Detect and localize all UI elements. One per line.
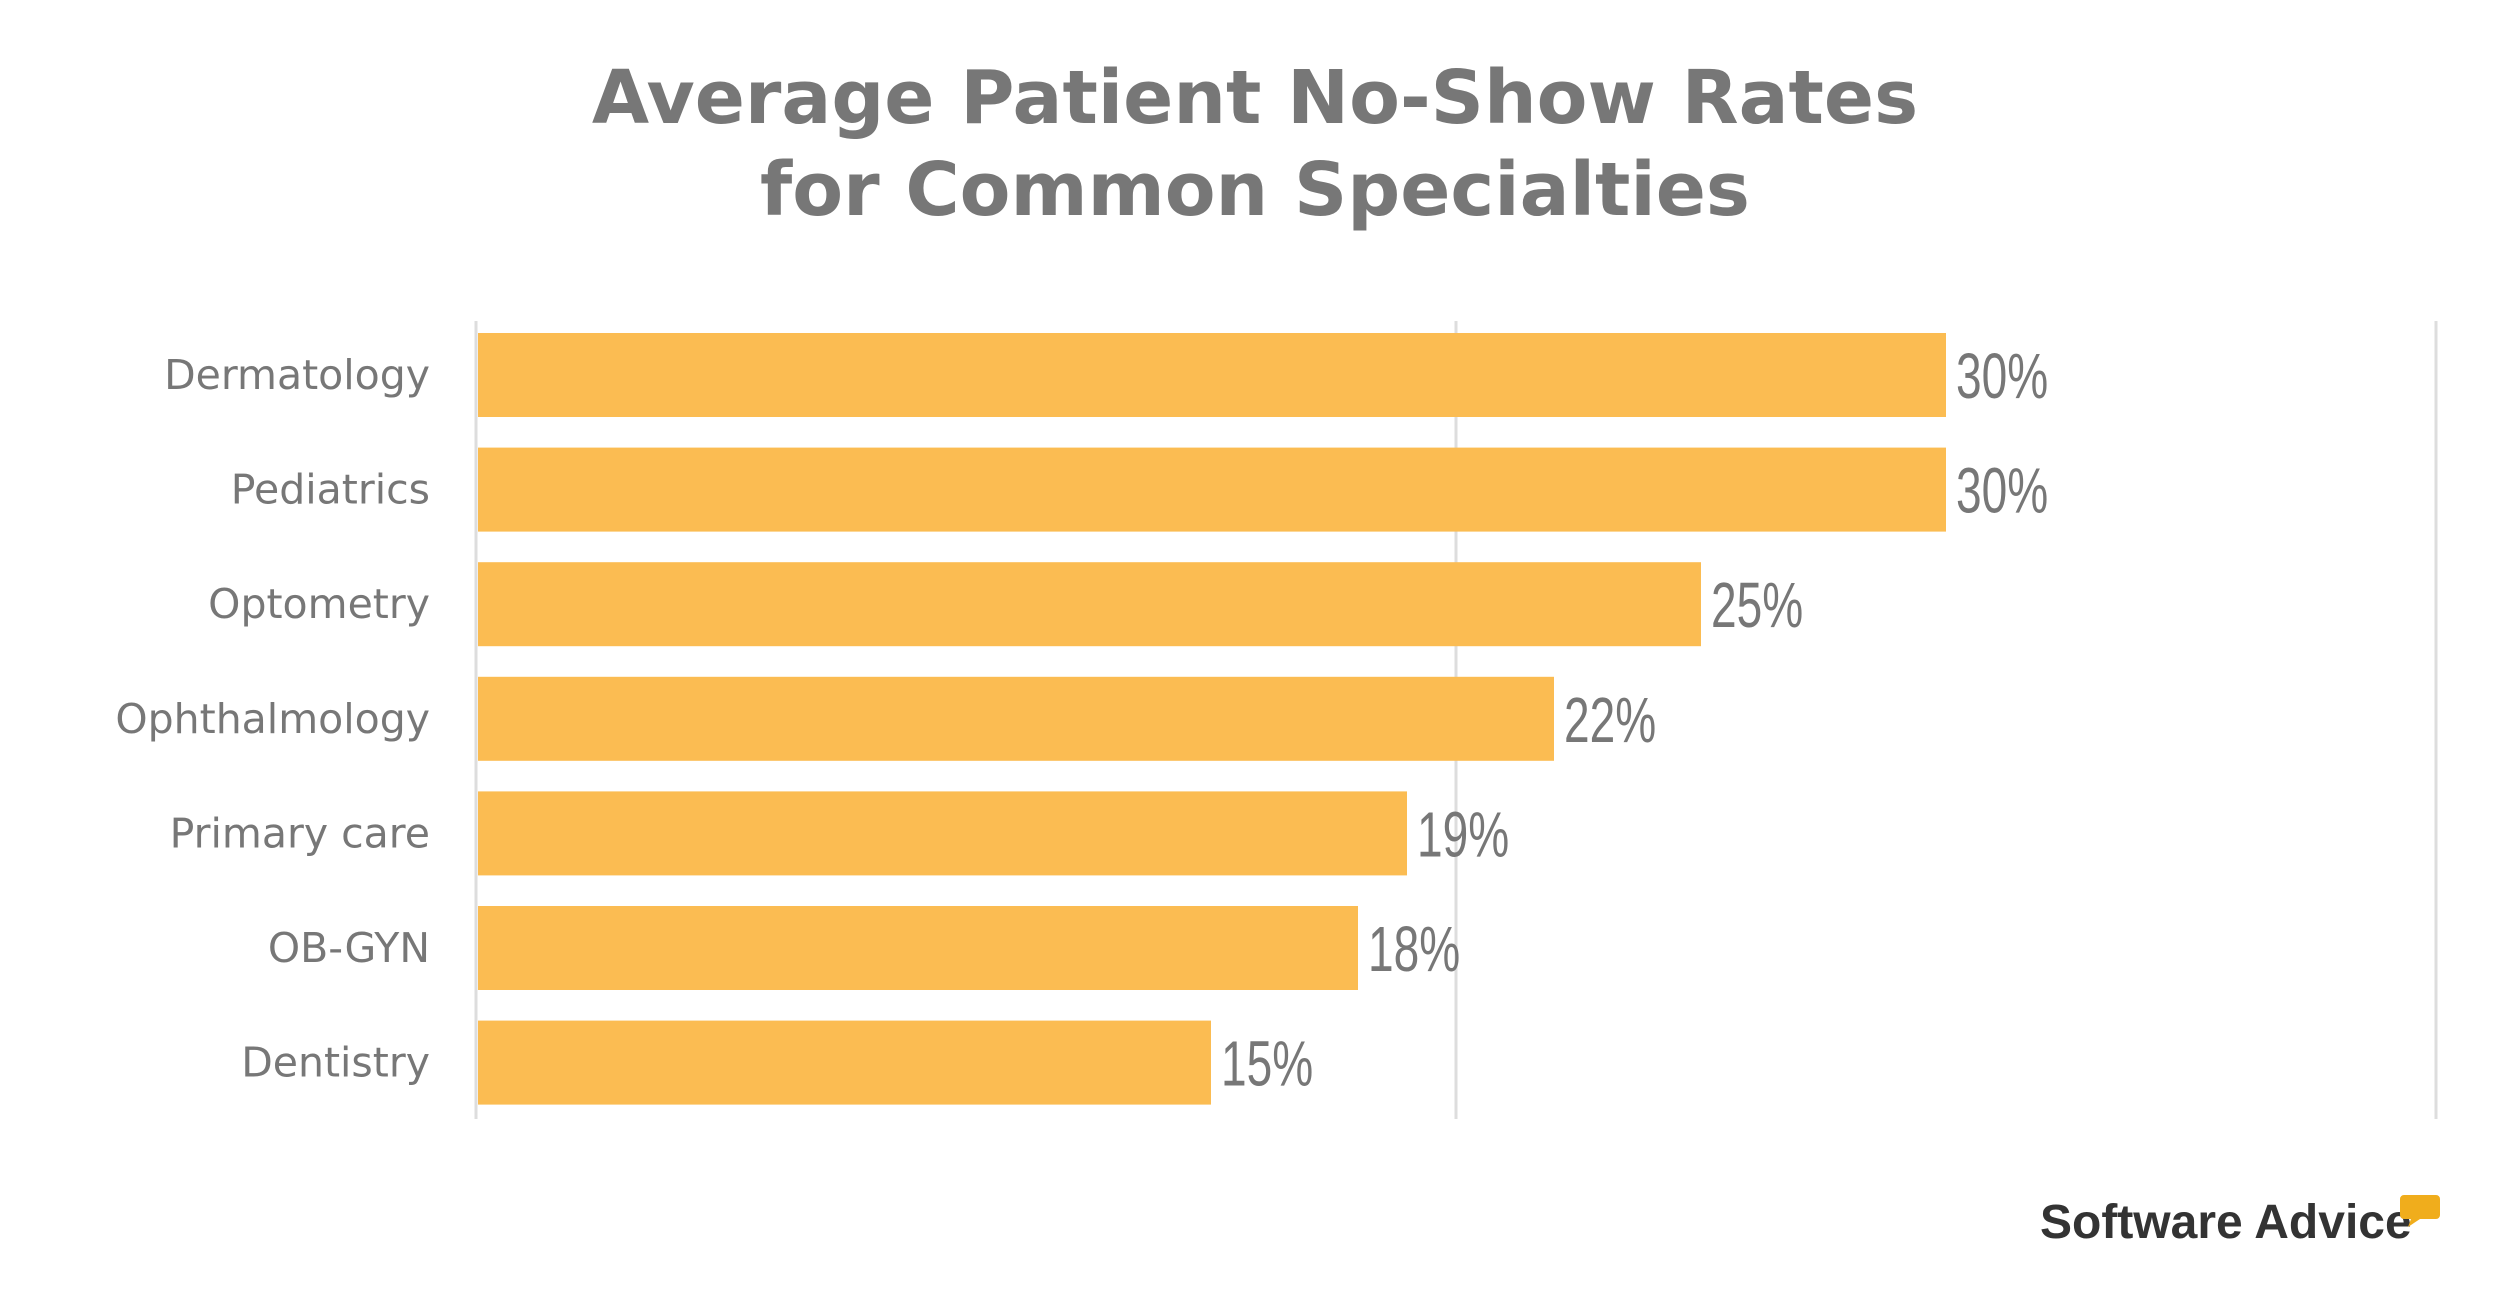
chart-title: Average Patient No-Show Rates for Common…: [0, 52, 2500, 236]
category-label: Optometry: [208, 580, 430, 628]
bar: [478, 447, 1946, 532]
data-label: 22%: [1564, 684, 1656, 755]
bar: [478, 676, 1554, 761]
logo-text: Software Advice: [2040, 1196, 2412, 1249]
software-advice-logo: Software Advice: [2040, 1195, 2460, 1265]
data-label: 18%: [1368, 914, 1460, 985]
bar: [478, 791, 1407, 876]
bar: [478, 333, 1946, 417]
speech-bubble-icon: [2400, 1195, 2440, 1227]
category-label: Dermatology: [164, 351, 430, 399]
data-label: 30%: [1956, 455, 2048, 526]
category-label: Primary care: [170, 809, 430, 857]
category-label: Ophthalmology: [115, 695, 430, 743]
bar: [478, 906, 1358, 990]
bar: [478, 1020, 1211, 1105]
data-label: 25%: [1711, 570, 1803, 641]
data-label: 15%: [1221, 1028, 1313, 1099]
category-label: OB-GYN: [268, 924, 430, 972]
chart-title-line-1: Average Patient No-Show Rates: [591, 55, 1919, 141]
chart-title-line-2: for Common Specialties: [760, 147, 1750, 233]
data-label: 19%: [1417, 799, 1509, 870]
bar: [478, 562, 1701, 647]
data-label: 30%: [1956, 341, 2048, 412]
category-label: Dentistry: [241, 1039, 430, 1087]
category-label: Pediatrics: [231, 466, 430, 514]
